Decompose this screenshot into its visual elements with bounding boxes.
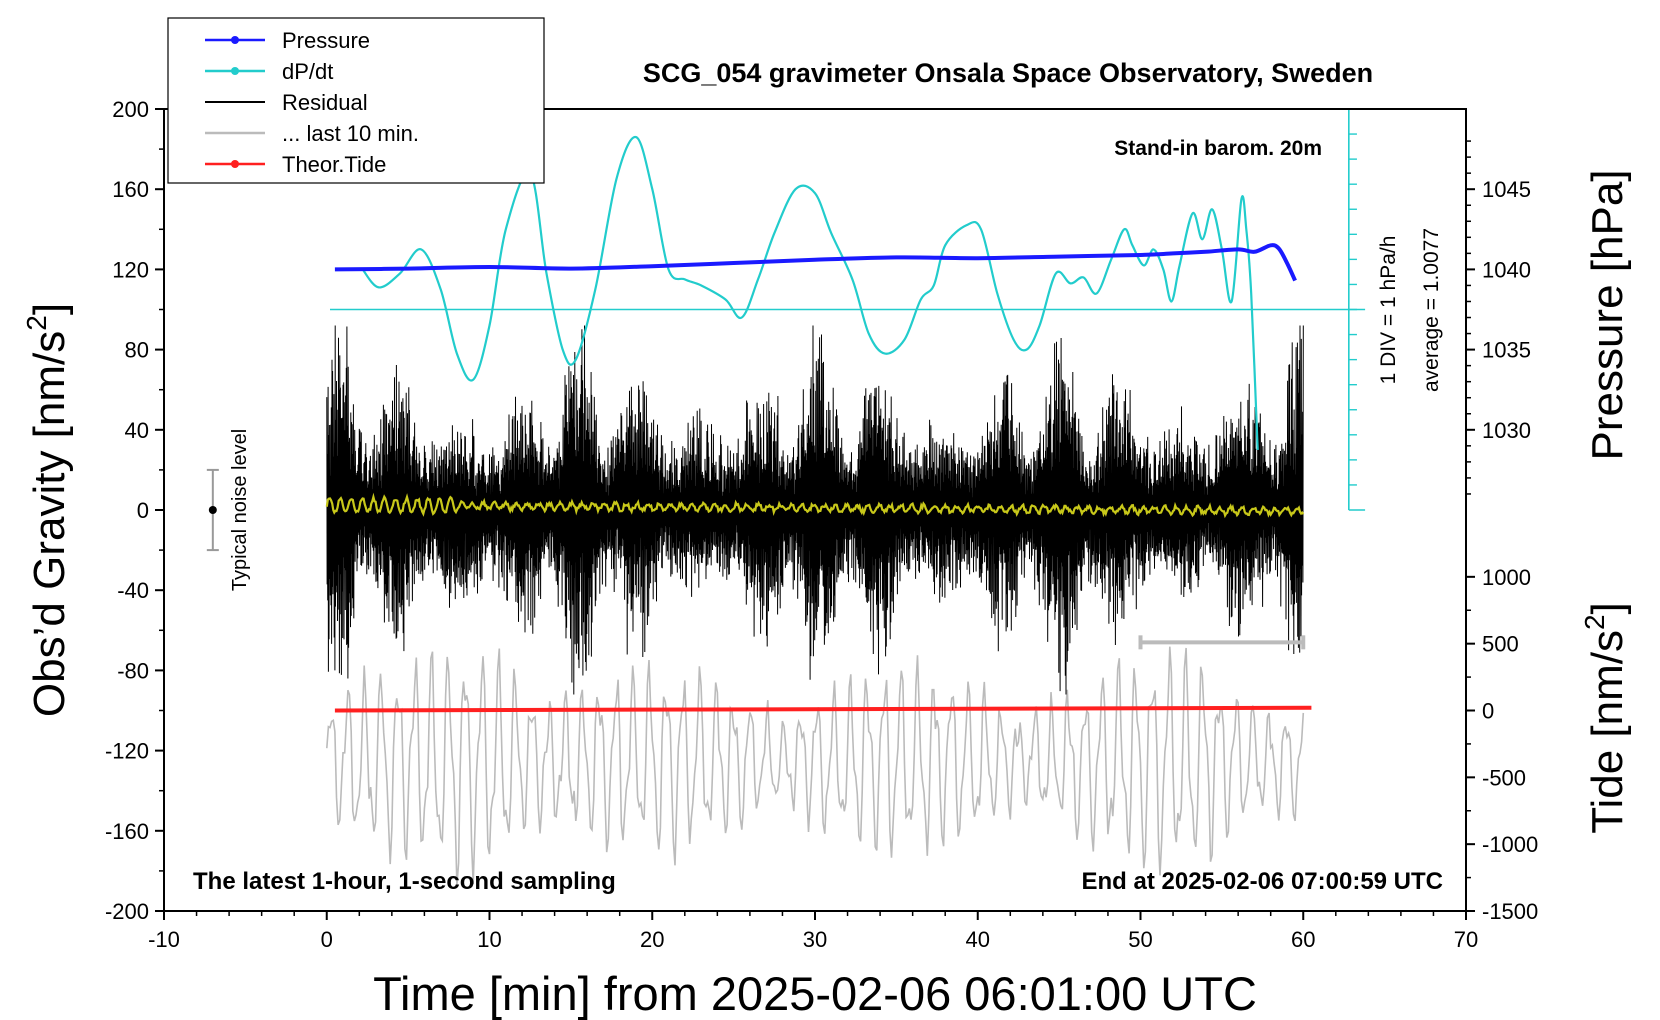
- x-tick-label: 40: [966, 927, 990, 952]
- y-axis-pressure: 1045 1040 1035 1030: [1466, 140, 1531, 495]
- y-tick-label: 160: [112, 177, 149, 202]
- x-tick-label: 10: [477, 927, 501, 952]
- legend-entry: Residual: [205, 90, 368, 115]
- legend-label: dP/dt: [282, 59, 333, 84]
- noise-dot: [208, 506, 217, 514]
- trace-group: [206, 108, 1366, 886]
- tide-tick-label: -500: [1482, 765, 1526, 790]
- last-10-min-range-bar: [1138, 635, 1306, 650]
- y-tick-label: -120: [105, 739, 149, 764]
- tide-tick-label: 1000: [1482, 565, 1531, 590]
- y-axis-tide-title: Tide [nm/s2]: [1579, 602, 1632, 834]
- x-tick-label: 70: [1454, 927, 1478, 952]
- x-tick-label: 50: [1128, 927, 1152, 952]
- y-axis-left: 200 160 120 80 40 0 -40 -80 -120 -160 -200: [105, 97, 164, 924]
- x-tick-label: 30: [803, 927, 827, 952]
- legend-entry: Theor.Tide: [205, 152, 386, 177]
- y-tick-label: -200: [105, 899, 149, 924]
- tide-tick-label: -1500: [1482, 899, 1538, 924]
- x-axis-title: Time [min] from 2025-02-06 06:01:00 UTC: [373, 967, 1257, 1020]
- legend-entry: Pressure: [205, 28, 370, 53]
- div-annotation: 1 DIV = 1 hPa/h: [1377, 236, 1400, 385]
- x-tick-label: 60: [1291, 927, 1315, 952]
- latest-annotation: The latest 1-hour, 1-second sampling: [193, 868, 616, 895]
- noise-annotation: Typical noise level: [229, 429, 251, 591]
- x-tick-label: 20: [640, 927, 664, 952]
- y-tick-label: 0: [137, 498, 149, 523]
- pressure-trace: [334, 243, 1297, 282]
- stand-in-annotation: Stand-in barom. 20m: [1114, 137, 1322, 160]
- legend-label: Theor.Tide: [282, 152, 386, 177]
- noise-level-marker: [206, 468, 219, 552]
- tide-trace: [334, 705, 1312, 713]
- pressure-tick-label: 1045: [1482, 177, 1531, 202]
- pressure-tick-label: 1040: [1482, 257, 1531, 282]
- y-tick-label: -160: [105, 819, 149, 844]
- pressure-tick-label: 1035: [1482, 338, 1531, 363]
- smoothed-residual-trace: [325, 492, 1305, 519]
- x-axis: -10 0 10 20 30 40 50 60 70: [148, 911, 1478, 952]
- chart-title: SCG_054 gravimeter Onsala Space Observat…: [643, 58, 1373, 88]
- legend-label: Pressure: [282, 28, 370, 53]
- y-tick-label: 200: [112, 97, 149, 122]
- y-axis-tide: 1000 500 0 -500 -1000 -1500: [1466, 565, 1538, 924]
- x-tick-label: 0: [321, 927, 333, 952]
- y-tick-label: 120: [112, 257, 149, 282]
- y-tick-label: 80: [125, 338, 149, 363]
- legend-label: ... last 10 min.: [282, 121, 419, 146]
- legend-marker: [231, 160, 239, 168]
- legend-label: Residual: [282, 90, 368, 115]
- legend: Pressure dP/dt Residual ... last 10 min. The…: [167, 17, 545, 184]
- tide-tick-label: -1000: [1482, 832, 1538, 857]
- y-tick-label: -40: [117, 578, 149, 603]
- legend-marker: [231, 36, 239, 44]
- average-annotation: average = 1.0077: [1420, 228, 1443, 392]
- y-tick-label: 40: [125, 418, 149, 443]
- legend-entry: dP/dt: [205, 59, 333, 84]
- y-tick-label: -80: [117, 658, 149, 683]
- legend-marker: [231, 67, 239, 75]
- pressure-tick-label: 1030: [1482, 418, 1531, 443]
- tide-tick-label: 500: [1482, 632, 1519, 657]
- x-tick-label: -10: [148, 927, 180, 952]
- legend-box: [167, 17, 545, 184]
- dpdt-trace: [361, 136, 1259, 450]
- tide-tick-label: 0: [1482, 699, 1494, 724]
- y-axis-left-title: Obs’d Gravity [nm/s2]: [21, 303, 74, 717]
- last-10-min-trace: [326, 646, 1305, 886]
- legend-entry: ... last 10 min.: [205, 121, 419, 146]
- y-axis-pressure-title: Pressure [hPa]: [1583, 169, 1632, 460]
- end-at-annotation: End at 2025-02-06 07:00:59 UTC: [1082, 868, 1444, 895]
- residual-trace: [326, 325, 1304, 695]
